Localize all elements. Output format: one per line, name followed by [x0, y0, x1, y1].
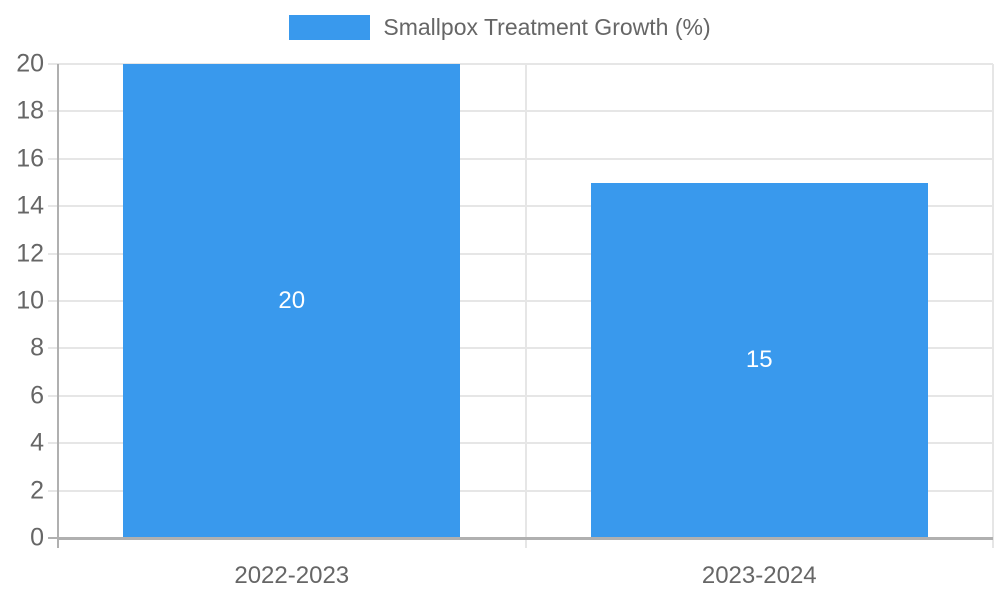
y-tick-label: 4 — [30, 428, 44, 457]
bar: 15 — [590, 182, 928, 538]
y-tick-mark — [48, 394, 58, 397]
y-tick-mark — [48, 63, 58, 65]
legend-swatch — [289, 15, 371, 40]
y-tick-mark — [48, 252, 58, 255]
y-tick-label: 10 — [16, 286, 44, 315]
y-tick-mark — [48, 347, 58, 350]
y-tick-label: 16 — [16, 144, 44, 173]
y-tick-label: 18 — [16, 96, 44, 125]
bar-value-label: 20 — [278, 287, 306, 314]
x-gridline — [524, 64, 527, 538]
x-tick-mark — [524, 538, 527, 548]
y-tick-label: 12 — [16, 239, 44, 268]
y-tick-label: 6 — [30, 381, 44, 410]
y-tick-mark — [48, 110, 58, 113]
bar-value-label: 15 — [745, 346, 773, 374]
y-tick-mark — [48, 157, 58, 160]
y-tick-label: 8 — [30, 333, 44, 362]
y-tick-mark — [48, 537, 58, 539]
y-tick-label: 14 — [16, 191, 44, 220]
x-tick-label: 2022-2023 — [234, 562, 350, 589]
y-tick-mark — [48, 205, 58, 208]
y-tick-mark — [48, 300, 58, 302]
y-tick-label: 20 — [16, 49, 44, 78]
legend-label: Smallpox Treatment Growth (%) — [383, 14, 711, 40]
x-tick-label: 2023-2024 — [701, 562, 817, 589]
legend[interactable]: Smallpox Treatment Growth (%) — [0, 14, 1000, 41]
x-gridline — [992, 64, 994, 538]
bar: 20 — [123, 64, 461, 538]
y-tick-mark — [48, 489, 58, 492]
x-tick-mark — [992, 538, 994, 548]
y-tick-mark — [48, 442, 58, 445]
y-axis-line — [57, 64, 59, 548]
y-tick-label: 2 — [30, 476, 44, 505]
y-tick-label: 0 — [30, 523, 44, 552]
